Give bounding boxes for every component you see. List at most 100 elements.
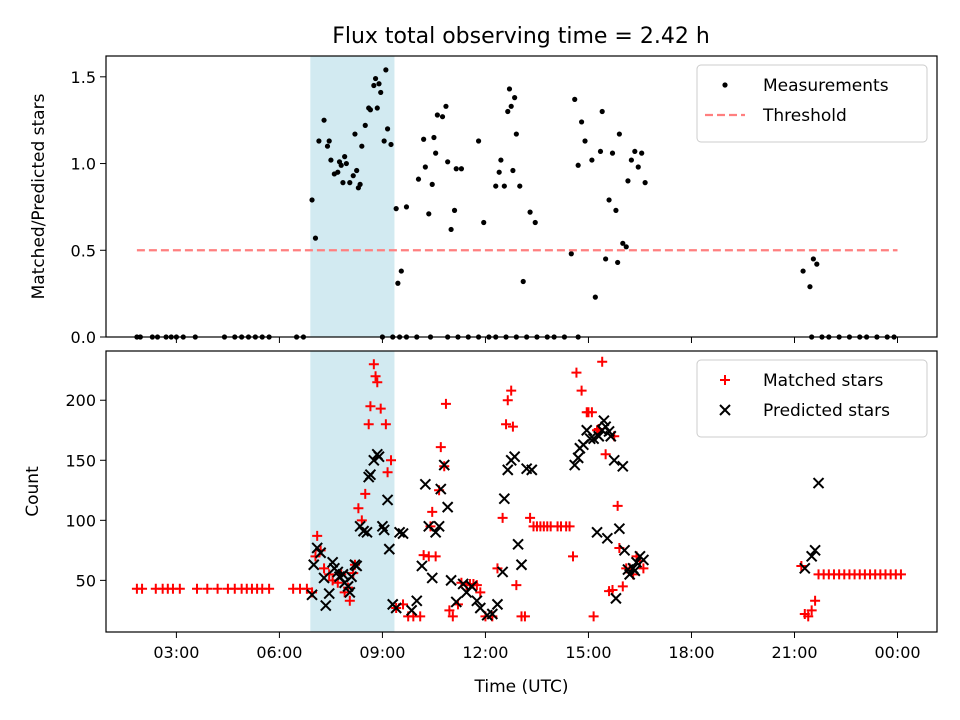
data-point	[809, 544, 821, 557]
data-point	[363, 419, 374, 430]
x-tick-label: 06:00	[256, 643, 302, 662]
data-point	[344, 586, 356, 599]
data-point	[427, 506, 438, 517]
data-point	[352, 131, 358, 137]
data-point	[403, 204, 410, 210]
data-point	[625, 178, 631, 184]
data-point	[605, 430, 617, 442]
y-axis-label: Count	[23, 466, 43, 517]
data-point	[335, 169, 341, 175]
data-point	[458, 166, 465, 172]
data-point	[365, 401, 376, 412]
data-point	[445, 159, 451, 165]
data-point	[386, 455, 397, 466]
data-point	[895, 569, 906, 580]
data-point	[397, 527, 409, 540]
data-point	[615, 259, 621, 266]
data-point	[505, 108, 511, 115]
data-point	[378, 524, 390, 536]
data-point	[435, 442, 446, 453]
data-point	[607, 584, 618, 595]
data-point	[606, 197, 612, 203]
data-point	[582, 138, 588, 144]
data-point	[609, 150, 616, 156]
data-point	[381, 494, 394, 506]
data-point	[338, 162, 344, 168]
data-point	[438, 459, 450, 471]
data-point	[511, 580, 522, 591]
data-point	[398, 268, 404, 274]
data-point	[450, 596, 462, 608]
data-point	[381, 138, 387, 144]
data-point	[629, 565, 641, 577]
data-point	[384, 126, 391, 132]
data-point	[419, 478, 432, 491]
data-point	[388, 141, 394, 148]
legend-label: Measurements	[763, 76, 889, 96]
legend-label: Predicted stars	[763, 401, 890, 421]
data-point	[429, 181, 435, 187]
data-point	[510, 167, 516, 174]
legend: Matched stars Predicted stars	[696, 359, 928, 438]
x-tick-label: 12:00	[462, 643, 508, 662]
data-point	[628, 157, 634, 163]
data-point	[357, 181, 363, 187]
data-point	[328, 157, 334, 163]
y-tick-label: 100	[65, 511, 96, 530]
data-point	[799, 562, 811, 575]
data-point	[630, 556, 643, 569]
data-point	[601, 532, 614, 545]
data-point	[525, 512, 536, 523]
legend: Measurements Threshold	[696, 64, 928, 143]
x-tick-label: 15:00	[565, 643, 611, 662]
figure-title: Flux total observing time = 2.42 h	[332, 24, 710, 49]
data-point	[374, 105, 380, 111]
data-point	[610, 592, 622, 605]
data-point	[520, 278, 526, 285]
data-point	[568, 551, 579, 562]
data-point	[591, 526, 603, 539]
data-point	[371, 82, 377, 89]
data-point	[383, 543, 396, 555]
data-point	[486, 608, 499, 620]
data-point	[376, 81, 382, 87]
data-point	[378, 89, 384, 96]
data-point	[354, 167, 360, 174]
data-point	[493, 183, 499, 189]
data-point	[471, 595, 483, 607]
data-point	[357, 525, 370, 537]
data-point	[430, 551, 441, 562]
data-point	[637, 554, 650, 566]
data-point	[532, 219, 538, 226]
data-point	[632, 148, 638, 155]
data-point	[597, 356, 608, 367]
data-point	[324, 143, 331, 149]
data-point	[318, 572, 330, 584]
data-point	[810, 595, 821, 606]
legend-box	[696, 359, 928, 438]
x-tick-label: 03:00	[153, 643, 199, 662]
data-point	[344, 595, 355, 606]
data-point	[589, 157, 595, 163]
data-point	[405, 604, 418, 617]
y-tick-label: 0.5	[71, 241, 96, 260]
data-point	[411, 595, 423, 607]
data-point	[373, 450, 385, 463]
data-point	[342, 154, 348, 160]
data-point	[415, 611, 426, 622]
data-point	[635, 164, 641, 170]
data-point	[426, 572, 438, 584]
data-point	[517, 183, 523, 189]
data-point	[264, 583, 275, 594]
data-point	[512, 538, 524, 551]
data-point	[491, 598, 504, 611]
data-point	[506, 385, 517, 396]
data-point	[453, 166, 459, 172]
data-point	[137, 583, 148, 594]
y-tick-label: 1.5	[71, 68, 96, 87]
data-point	[361, 526, 373, 539]
data-point	[347, 180, 353, 186]
data-point	[618, 544, 631, 557]
data-point	[642, 180, 648, 186]
data-point	[584, 432, 596, 445]
